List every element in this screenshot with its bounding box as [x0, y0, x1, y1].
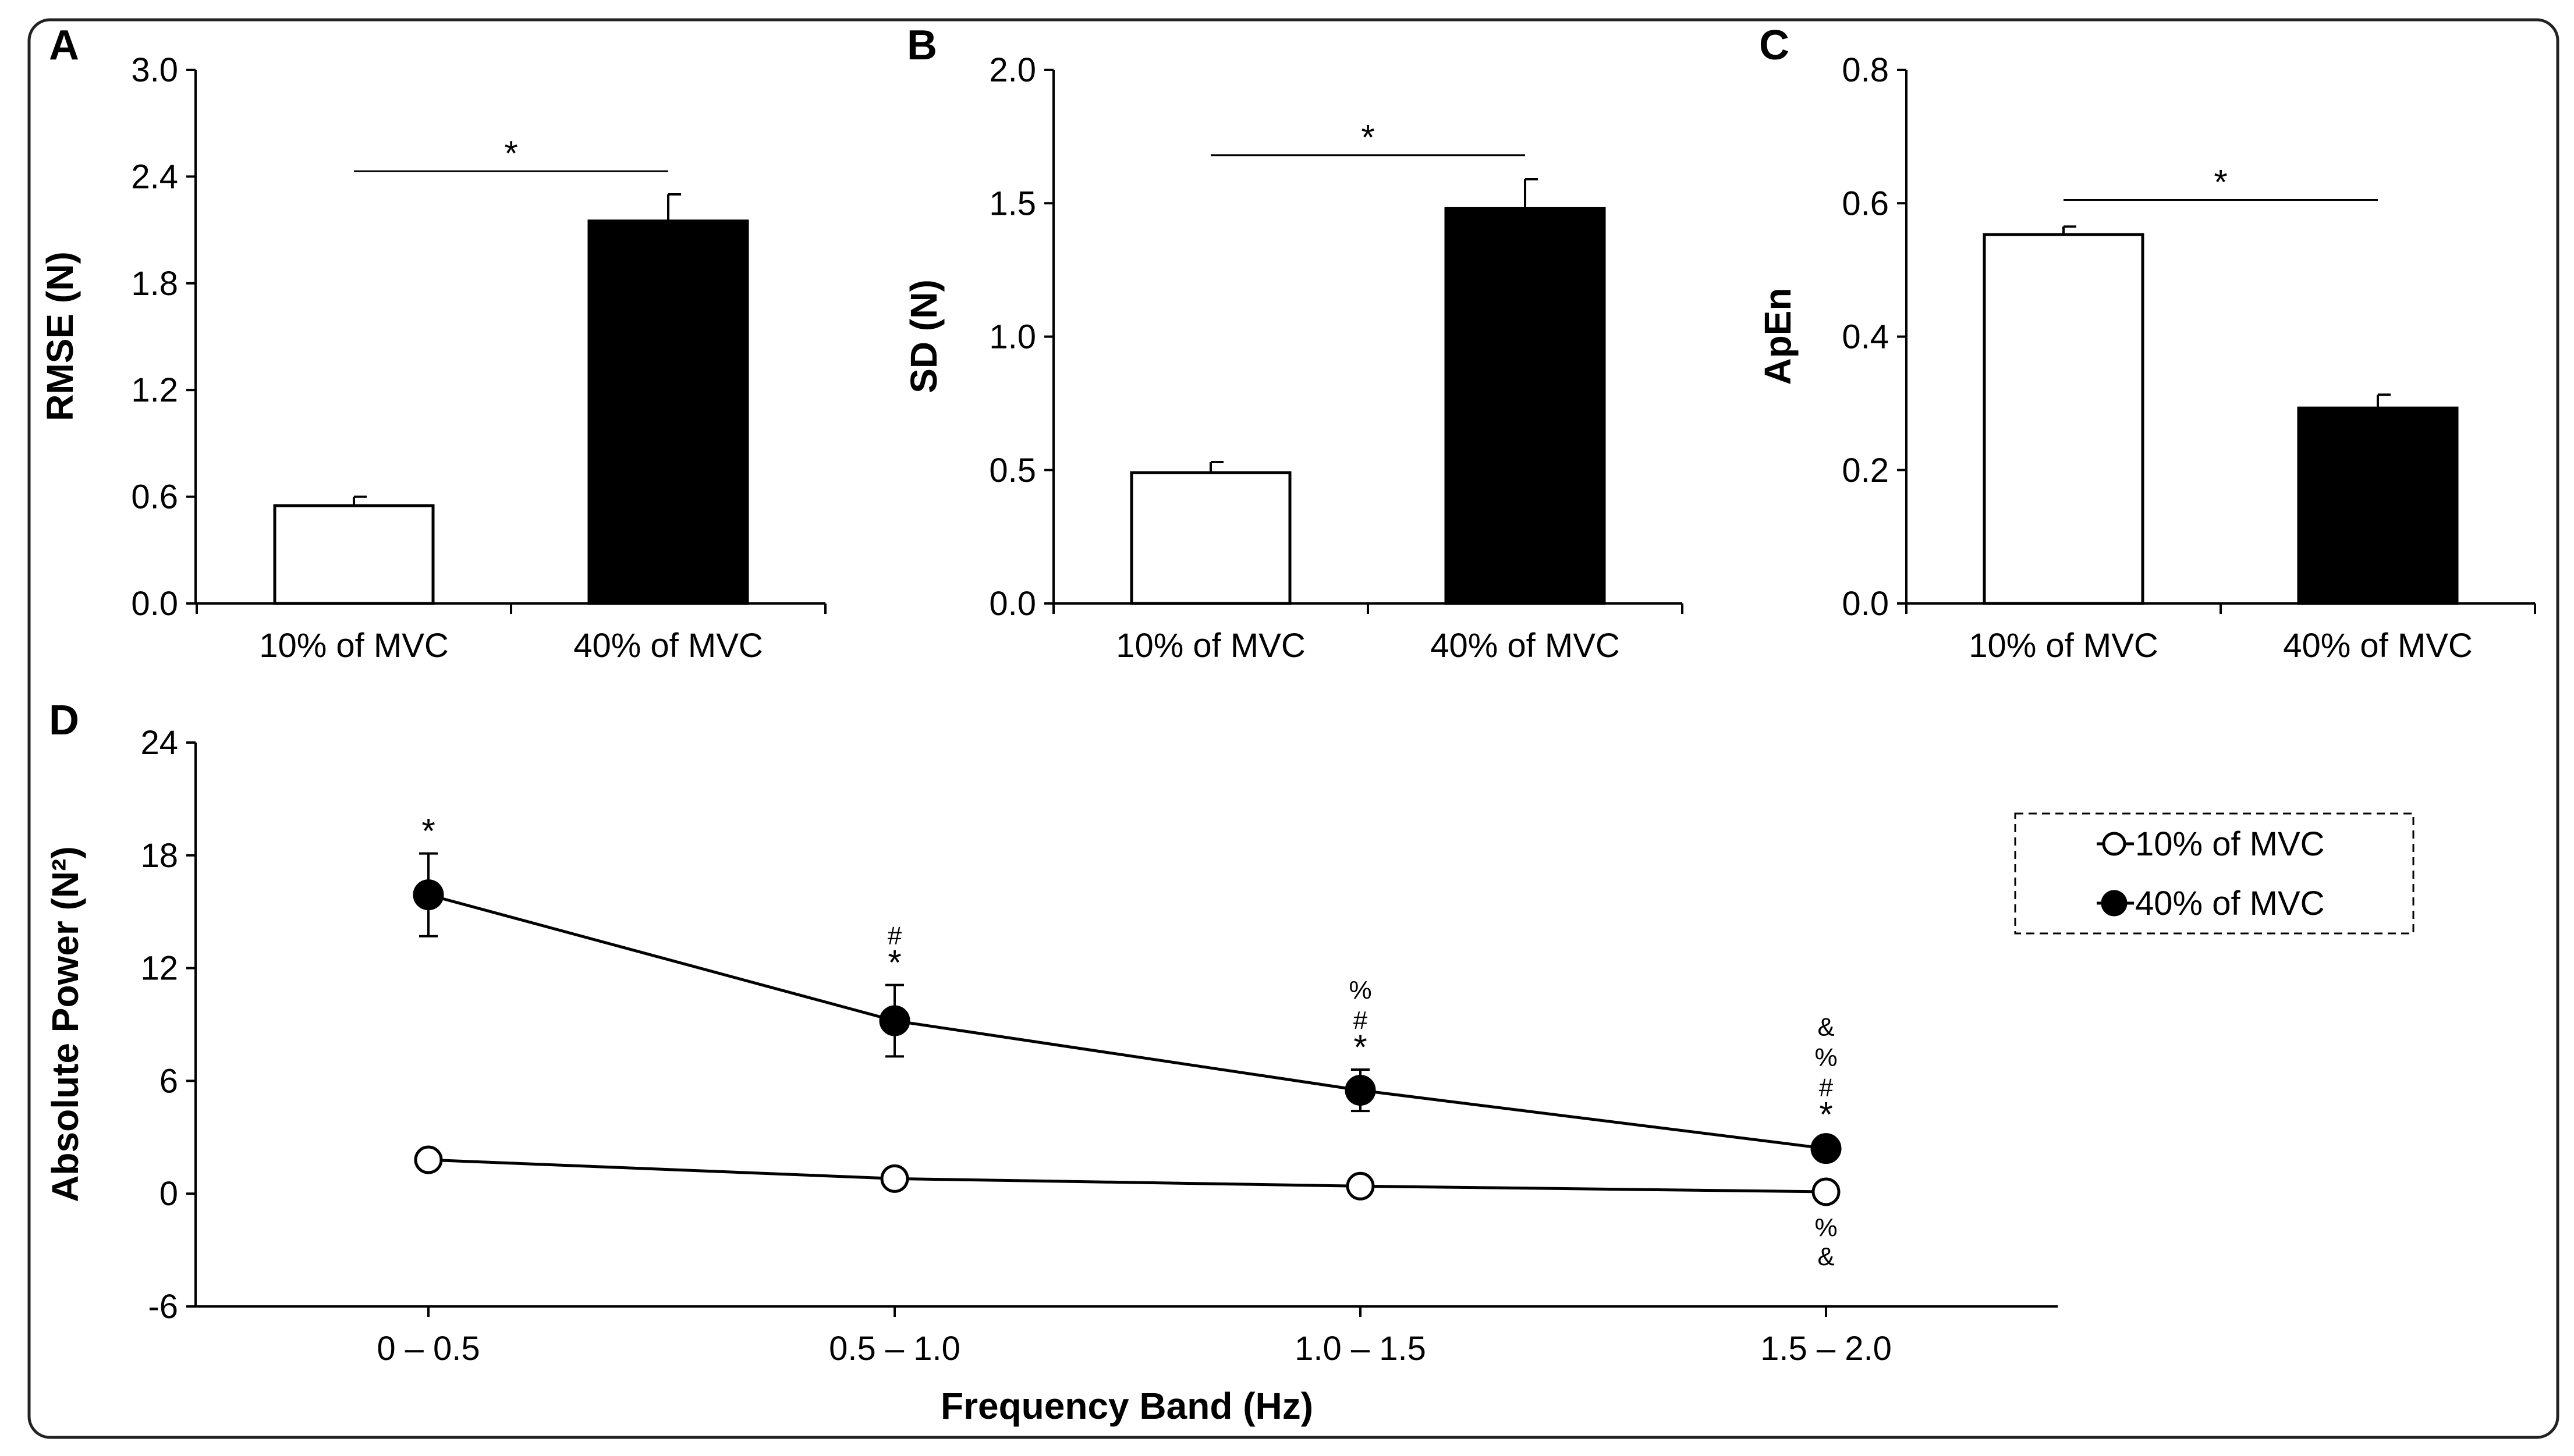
- significance-marker: %: [1814, 1213, 1837, 1242]
- significance-marker: *: [1353, 1028, 1367, 1067]
- bar-10pct: [1130, 471, 1292, 605]
- y-tick-label: 18: [140, 837, 178, 875]
- y-tick-label: -6: [148, 1288, 178, 1326]
- x-category-label: 1.0 – 1.5: [1295, 1330, 1426, 1368]
- x-axis-title: Frequency Band (Hz): [941, 1385, 1313, 1427]
- y-tick-label: 0.0: [131, 585, 178, 623]
- y-tick-label: 3.0: [131, 51, 178, 89]
- y-tick-label: 24: [140, 724, 178, 762]
- x-category-label: 1.5 – 2.0: [1760, 1330, 1892, 1368]
- panel-d: D -6 0 6 12 18 24 Absolute Power (N²) 0 – 0.5 0.5…: [44, 697, 2415, 1427]
- bar-40pct: [587, 219, 749, 605]
- y-tick-label: 0.0: [989, 585, 1036, 623]
- y-axis-title: ApEn: [1757, 287, 1799, 385]
- significance-marker: &: [1817, 1242, 1834, 1271]
- series-40pct-point: [879, 1005, 910, 1036]
- bar-10pct: [273, 504, 435, 605]
- legend-marker-open: [2102, 832, 2126, 856]
- significance-marker: #: [1819, 1074, 1834, 1102]
- legend-label: 40% of MVC: [2135, 885, 2325, 922]
- significance-marker: *: [504, 134, 517, 173]
- significance-marker: &: [1817, 1013, 1834, 1042]
- series-10pct-point: [1811, 1177, 1841, 1206]
- panel-label-d: D: [49, 697, 79, 744]
- series-40pct-point: [1810, 1133, 1842, 1164]
- x-category-label: 10% of MVC: [1116, 627, 1306, 665]
- x-category-label: 0.5 – 1.0: [829, 1330, 960, 1368]
- figure-border: [27, 18, 2559, 1439]
- legend-marker-filled: [2101, 890, 2128, 917]
- significance-marker: *: [421, 812, 435, 851]
- y-tick-label: 6: [159, 1062, 178, 1100]
- y-tick-label: 0.2: [1842, 452, 1889, 489]
- series-10pct-point: [1346, 1171, 1375, 1201]
- significance-marker: *: [888, 943, 901, 982]
- y-tick-label: 0.6: [131, 478, 178, 516]
- significance-marker: *: [1361, 118, 1374, 157]
- x-category-label: 40% of MVC: [2283, 627, 2473, 665]
- x-category-label: 40% of MVC: [1430, 627, 1620, 665]
- bar-40pct: [2297, 406, 2459, 605]
- y-tick-label: 0.6: [1842, 184, 1889, 222]
- y-tick-label: 0.4: [1842, 318, 1889, 356]
- x-category-label: 0 – 0.5: [377, 1330, 480, 1368]
- y-tick-label: 2.4: [131, 158, 178, 196]
- significance-marker: %: [1814, 1043, 1837, 1072]
- series-10pct-line: [428, 1158, 1827, 1194]
- legend-box: [2014, 812, 2415, 935]
- y-tick-label: 2.0: [989, 51, 1036, 89]
- y-tick-label: 12: [140, 950, 178, 988]
- x-category-label: 10% of MVC: [259, 627, 449, 665]
- significance-marker: #: [1353, 1006, 1368, 1035]
- x-category-label: 10% of MVC: [1969, 627, 2158, 665]
- legend-label: 10% of MVC: [2135, 825, 2325, 863]
- y-tick-label: 0.8: [1842, 51, 1889, 89]
- series-40pct-point: [1345, 1075, 1376, 1106]
- panel-label-b: B: [907, 22, 937, 69]
- y-tick-label: 1.0: [989, 318, 1036, 356]
- y-tick-label: 1.5: [989, 184, 1036, 222]
- panel-label-c: C: [1759, 22, 1789, 69]
- significance-marker: *: [2214, 163, 2227, 202]
- bar-10pct: [1983, 233, 2144, 605]
- bar-40pct: [1444, 207, 1606, 605]
- y-tick-label: 1.2: [131, 371, 178, 409]
- y-tick-label: 1.8: [131, 265, 178, 303]
- series-10pct-point: [880, 1164, 909, 1193]
- significance-marker: %: [1349, 976, 1371, 1004]
- y-tick-label: 0.5: [989, 452, 1036, 489]
- panel-b: B 0.0 0.5 1.0 1.5 2.0 SD (N) 10% of MVC 40% of M…: [903, 22, 1683, 665]
- series-10pct-point: [414, 1145, 443, 1174]
- y-axis-title: Absolute Power (N²): [44, 846, 86, 1202]
- series-40pct-line: [428, 893, 1827, 1150]
- y-axis-title: SD (N): [903, 279, 945, 393]
- panel-c: C 0.0 0.2 0.4 0.6 0.8 ApEn 10% of MVC 40% of MVC…: [1757, 22, 2536, 665]
- series-40pct-point: [413, 879, 444, 911]
- x-category-label: 40% of MVC: [573, 627, 763, 665]
- y-tick-label: 0.0: [1842, 585, 1889, 623]
- significance-marker: #: [888, 922, 902, 950]
- significance-marker: *: [1819, 1095, 1832, 1134]
- y-tick-label: 0: [159, 1175, 178, 1213]
- panel-a: A 0.0 0.6 1.2 1.8 2.4 3.0 RMSE (N) 10% of MVC 40%…: [39, 22, 827, 665]
- y-axis-title: RMSE (N): [39, 251, 81, 421]
- panel-label-a: A: [49, 22, 79, 69]
